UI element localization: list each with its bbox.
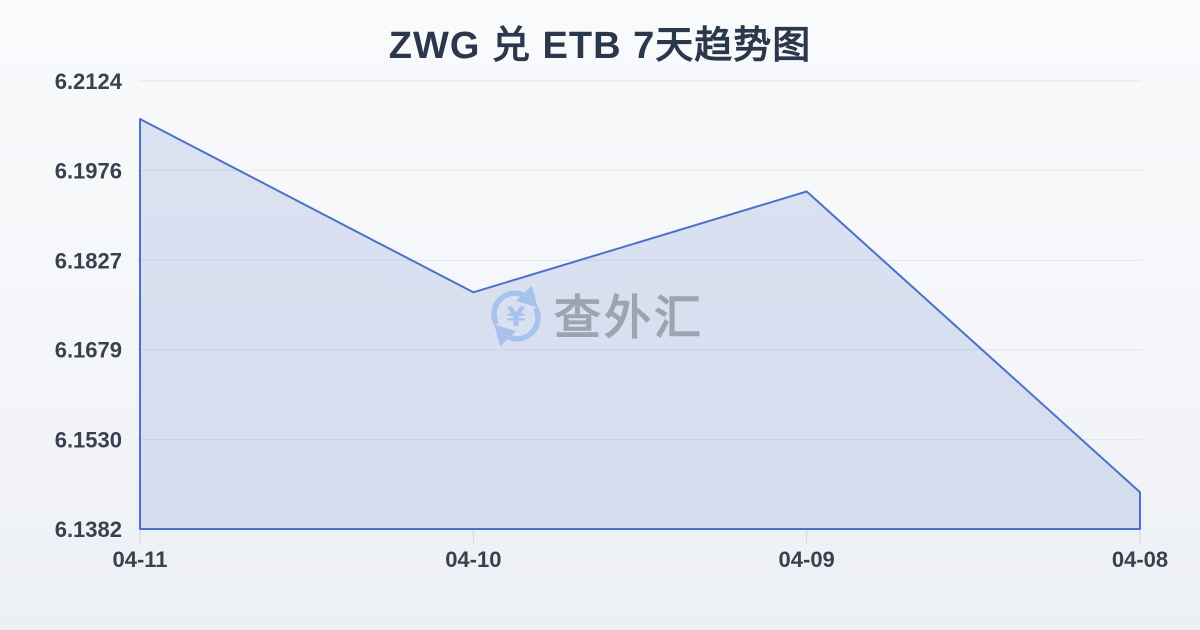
y-axis-label: 6.1382 xyxy=(55,517,122,542)
y-axis-label: 6.2124 xyxy=(55,69,123,94)
y-axis-label: 6.1827 xyxy=(55,248,122,273)
watermark-yuan-symbol: ¥ xyxy=(507,302,526,333)
y-axis-label: 6.1976 xyxy=(55,158,122,183)
watermark-arrow xyxy=(494,307,541,347)
x-axis-label: 04-09 xyxy=(779,547,835,572)
watermark-arrow xyxy=(491,285,538,325)
watermark-icon: ¥ xyxy=(491,285,541,347)
y-axis-label: 6.1679 xyxy=(55,338,122,363)
y-axis-label: 6.1530 xyxy=(55,428,122,453)
chart-title: ZWG 兑 ETB 7天趋势图 xyxy=(388,25,812,67)
x-axis-label: 04-10 xyxy=(445,547,501,572)
x-axis-label: 04-08 xyxy=(1112,547,1168,572)
watermark: ¥ 查外汇 xyxy=(491,285,704,347)
trend-area xyxy=(139,118,1141,530)
x-axis-label: 04-11 xyxy=(112,547,167,572)
watermark-text: 查外汇 xyxy=(554,291,704,344)
